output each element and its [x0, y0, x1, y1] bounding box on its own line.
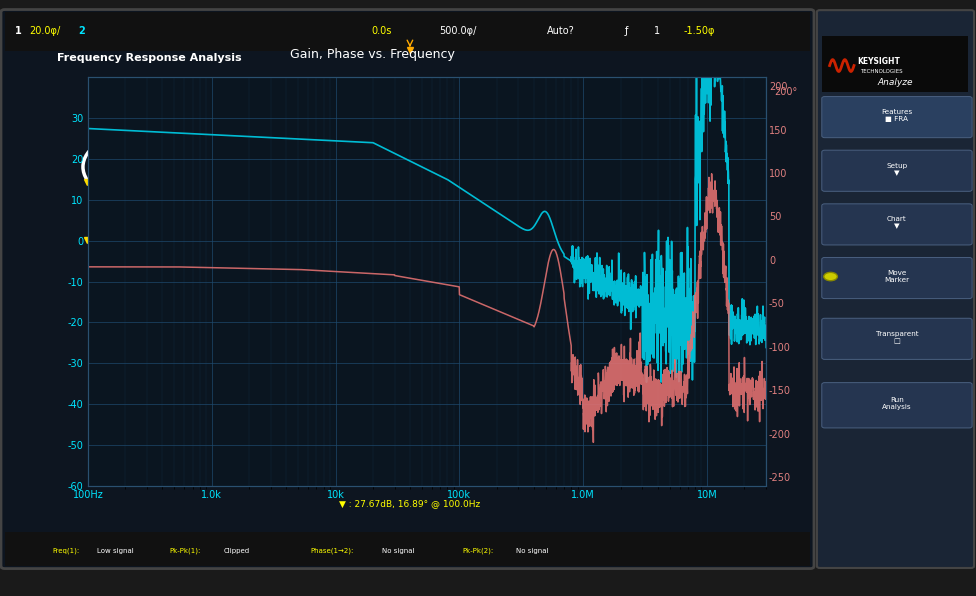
Bar — [5, 532, 810, 566]
Text: 1: 1 — [15, 26, 21, 36]
Text: Pk-Pk(2):: Pk-Pk(2): — [463, 548, 494, 554]
FancyBboxPatch shape — [822, 204, 972, 245]
Text: 500.0φ/: 500.0φ/ — [439, 26, 476, 36]
Text: Frequency Response Analysis: Frequency Response Analysis — [57, 53, 241, 63]
FancyBboxPatch shape — [822, 97, 972, 138]
Text: Gain, Phase vs. Frequency: Gain, Phase vs. Frequency — [290, 48, 455, 61]
Text: 20.0φ/: 20.0φ/ — [29, 26, 61, 36]
Text: 1: 1 — [654, 26, 660, 36]
Text: Low signal: Low signal — [97, 548, 134, 554]
Text: Chart
▼: Chart ▼ — [887, 216, 907, 229]
Text: 30dB: 30dB — [120, 153, 149, 163]
Text: Freq(1):: Freq(1): — [53, 548, 80, 554]
Text: 20: 20 — [127, 166, 142, 179]
Text: Run
Analysis: Run Analysis — [882, 398, 912, 410]
Text: KEYSIGHT: KEYSIGHT — [857, 57, 900, 67]
Text: Setup
▼: Setup ▼ — [886, 163, 908, 176]
Bar — [5, 12, 810, 51]
Text: Transparent
□: Transparent □ — [875, 331, 918, 344]
Text: ƒ: ƒ — [625, 26, 628, 36]
Text: -1.50φ: -1.50φ — [683, 26, 714, 36]
Text: 2: 2 — [78, 26, 85, 36]
FancyBboxPatch shape — [1, 10, 814, 569]
Text: Move
Marker: Move Marker — [884, 270, 910, 283]
Text: Phase(1→2):: Phase(1→2): — [310, 548, 353, 554]
FancyBboxPatch shape — [822, 383, 972, 428]
Text: Pk-Pk(1):: Pk-Pk(1): — [170, 548, 201, 554]
Text: 0.0s: 0.0s — [371, 26, 391, 36]
Text: Clipped: Clipped — [224, 548, 249, 554]
FancyBboxPatch shape — [822, 150, 972, 191]
Text: Analyze: Analyze — [877, 77, 913, 87]
FancyBboxPatch shape — [822, 318, 972, 359]
Text: No signal: No signal — [515, 548, 549, 554]
FancyBboxPatch shape — [822, 257, 972, 299]
FancyBboxPatch shape — [817, 10, 974, 568]
Text: No signal: No signal — [382, 548, 415, 554]
Bar — [822, 36, 968, 92]
Text: ▼ : 27.67dB, 16.89° @ 100.0Hz: ▼ : 27.67dB, 16.89° @ 100.0Hz — [340, 499, 480, 508]
Text: TECHNOLOGIES: TECHNOLOGIES — [860, 69, 903, 74]
Text: 200°: 200° — [774, 88, 797, 97]
Text: Auto?: Auto? — [547, 26, 574, 36]
Text: Features
■ FRA: Features ■ FRA — [881, 109, 913, 122]
Circle shape — [824, 272, 837, 281]
